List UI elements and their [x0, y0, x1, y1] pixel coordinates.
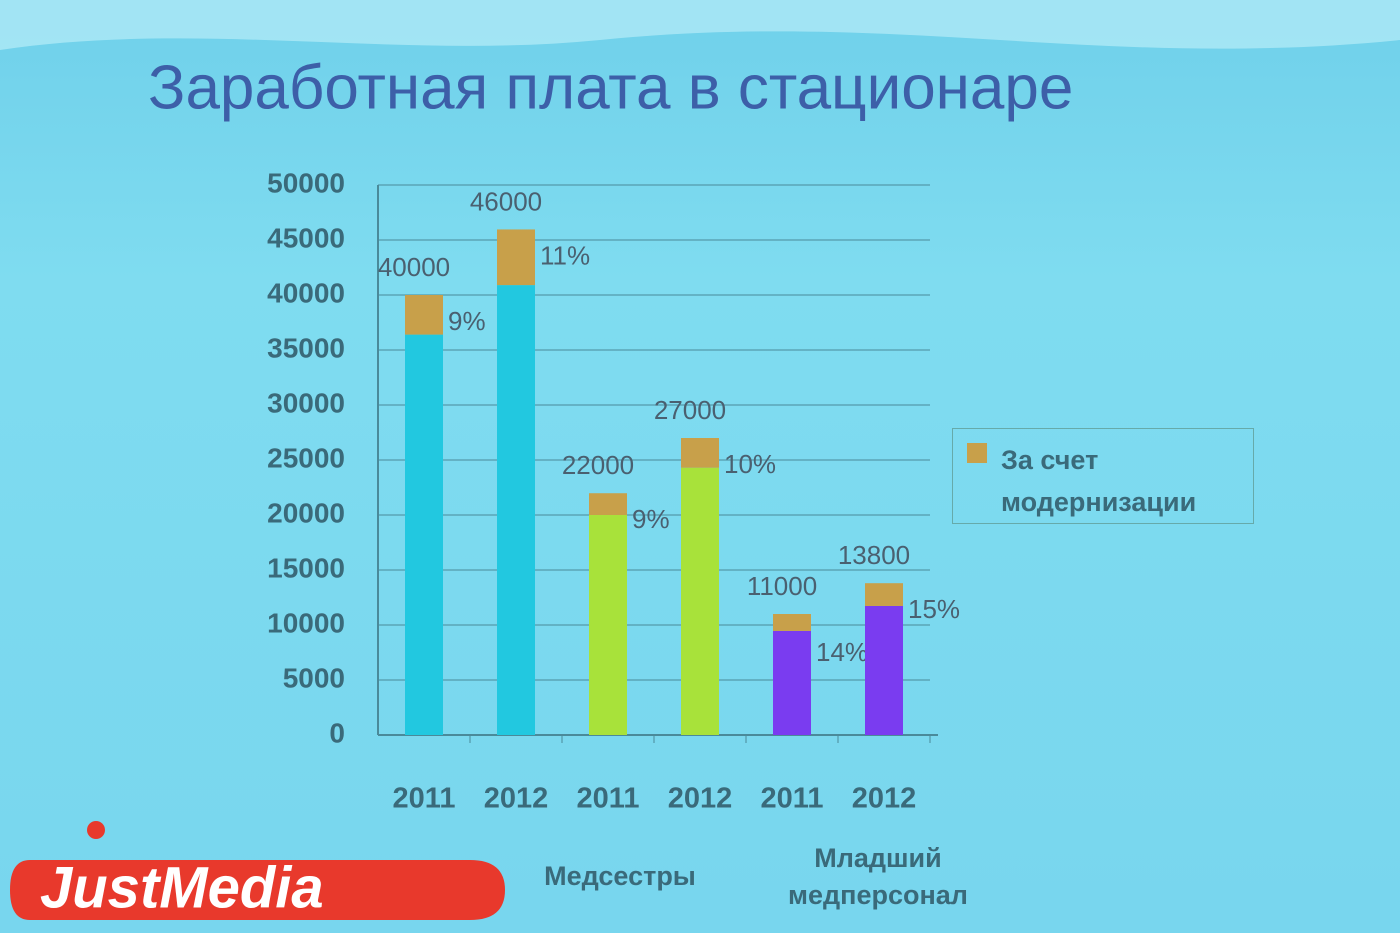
group-label: Медсестры [544, 861, 696, 891]
x-tick-label: 2011 [761, 783, 824, 815]
x-tick-label: 2011 [393, 783, 456, 815]
share-label: 15% [908, 594, 960, 624]
share-label: 14% [816, 637, 868, 667]
bar-segment [497, 229, 535, 286]
y-tick-label: 5000 [283, 662, 345, 693]
legend-label: За счет модернизации [1001, 445, 1197, 517]
share-label: 9% [632, 504, 670, 534]
bar-segment [405, 334, 443, 735]
group-label: Врачи [378, 861, 462, 891]
bar-segment [589, 493, 627, 515]
y-tick-label: 45000 [267, 222, 345, 253]
legend-swatch [967, 443, 987, 463]
total-label: 22000 [562, 450, 634, 480]
bar-segment [773, 614, 811, 631]
bar-segment [865, 583, 903, 606]
bar-segment [589, 515, 627, 735]
group-label: Младший медперсонал [788, 843, 968, 910]
x-tick-label: 2012 [484, 783, 549, 815]
total-label: 27000 [654, 395, 726, 425]
total-label: 13800 [838, 540, 910, 570]
y-tick-label: 10000 [267, 607, 345, 638]
legend: За счет модернизации [952, 428, 1254, 524]
share-label: 9% [448, 306, 486, 336]
bar-segment [681, 467, 719, 735]
total-label: 11000 [747, 571, 817, 601]
bar-segment [773, 630, 811, 735]
y-tick-label: 20000 [267, 497, 345, 528]
share-label: 10% [724, 449, 776, 479]
y-tick-label: 40000 [267, 277, 345, 308]
bar-segment [497, 285, 535, 735]
total-label: 46000 [470, 186, 542, 216]
share-label: 11% [540, 240, 590, 270]
y-tick-label: 25000 [267, 442, 345, 473]
y-tick-label: 50000 [267, 167, 345, 198]
y-tick-label: 35000 [267, 332, 345, 363]
bar-segment [681, 438, 719, 468]
header-wave [0, 0, 1400, 50]
bar-segment [865, 605, 903, 735]
x-tick-label: 2011 [577, 783, 640, 815]
total-label: 40000 [378, 252, 450, 282]
y-tick-label: 0 [329, 717, 345, 748]
y-tick-label: 15000 [267, 552, 345, 583]
y-tick-label: 30000 [267, 387, 345, 418]
chart-title: Заработная плата в стационаре [148, 53, 1073, 122]
bar-segment [405, 295, 443, 335]
x-tick-label: 2012 [852, 783, 917, 815]
x-tick-label: 2012 [668, 783, 733, 815]
